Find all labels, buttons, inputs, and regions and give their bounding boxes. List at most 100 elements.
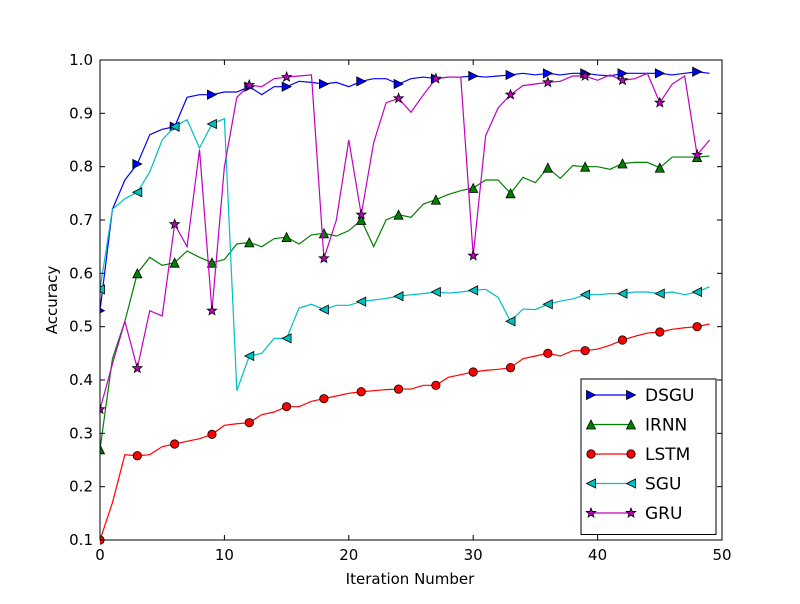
data-point-gru-30 <box>467 249 480 261</box>
y-tick-label-0.6: 0.6 <box>69 264 93 282</box>
data-point-dsgu-3 <box>132 158 143 170</box>
data-point-lstm-42 <box>617 335 628 345</box>
data-point-sgu-27 <box>430 286 441 298</box>
legend-label-sgu: SGU <box>645 475 681 495</box>
data-point-gru-33 <box>504 88 517 100</box>
axes: 0 10 20 30 40 50 0.1 0.2 0.3 0.4 0.5 0.6 0.7 0.8 0.9 1.… <box>69 51 731 564</box>
data-point-sgu-36 <box>542 299 553 310</box>
x-tick-label-20: 20 <box>339 546 358 564</box>
axes-frame <box>99 59 723 541</box>
data-point-gru-0 <box>100 403 106 415</box>
data-point-lstm-33 <box>505 363 516 373</box>
data-point-irnn-9 <box>206 257 218 268</box>
data-point-sgu-0 <box>100 284 105 295</box>
data-point-dsgu-30 <box>468 70 479 82</box>
data-point-sgu-15 <box>281 333 292 344</box>
data-point-dsgu-18 <box>319 78 330 90</box>
data-point-dsgu-9 <box>207 89 218 100</box>
data-point-gru-9 <box>206 304 218 316</box>
series-line-gru <box>100 72 711 410</box>
data-point-gru-27 <box>430 72 442 84</box>
data-point-sgu-21 <box>355 296 367 307</box>
legend-marker-sgu-end <box>625 478 636 489</box>
data-point-sgu-45 <box>654 288 665 299</box>
data-point-lstm-36 <box>543 348 553 358</box>
data-point-irnn-45 <box>654 162 665 173</box>
data-point-sgu-24 <box>393 291 404 302</box>
data-point-dsgu-45 <box>654 68 666 79</box>
data-point-gru-18 <box>318 252 330 264</box>
data-point-gru-39 <box>579 69 592 81</box>
data-point-sgu-9 <box>206 118 217 130</box>
data-point-dsgu-36 <box>542 68 554 79</box>
data-point-irnn-3 <box>132 267 143 279</box>
plot-area <box>100 66 711 545</box>
data-point-sgu-30 <box>467 285 479 296</box>
data-point-irnn-15 <box>281 231 292 242</box>
legend-label-lstm: LSTM <box>645 445 690 465</box>
data-point-sgu-18 <box>318 304 329 315</box>
data-point-sgu-42 <box>617 288 628 299</box>
data-point-gru-45 <box>653 96 666 108</box>
data-point-lstm-18 <box>319 394 329 404</box>
data-point-sgu-12 <box>243 350 255 362</box>
data-point-sgu-3 <box>131 187 143 198</box>
data-point-gru-24 <box>392 92 405 104</box>
data-point-irnn-33 <box>505 187 516 199</box>
x-tick-label-30: 30 <box>464 546 483 564</box>
series-line-irnn <box>100 155 710 450</box>
data-point-irnn-0 <box>100 443 106 455</box>
data-point-gru-6 <box>168 218 181 230</box>
y-tick-label-0.9: 0.9 <box>69 104 93 122</box>
data-point-irnn-30 <box>468 182 479 193</box>
y-tick-label-0.2: 0.2 <box>69 478 93 496</box>
y-tick-label-0.4: 0.4 <box>69 371 93 389</box>
data-point-lstm-21 <box>356 387 366 397</box>
y-axis-label: Accuracy <box>43 266 61 335</box>
legend-marker-irnn-start <box>585 419 597 430</box>
legend-label-irnn: IRNN <box>645 416 687 436</box>
data-point-gru-3 <box>131 362 144 374</box>
data-point-irnn-36 <box>542 162 553 173</box>
data-point-lstm-45 <box>655 327 665 337</box>
x-axis-label: Iteration Number <box>346 570 475 588</box>
data-point-lstm-9 <box>207 429 217 439</box>
data-point-dsgu-24 <box>393 78 404 90</box>
y-tick-label-0.5: 0.5 <box>69 318 93 336</box>
legend-marker-dsgu-end <box>626 389 637 401</box>
data-point-gru-21 <box>355 208 368 220</box>
series-line-lstm <box>100 323 710 541</box>
data-point-sgu-6 <box>169 121 180 132</box>
data-point-dsgu-0 <box>100 307 106 314</box>
legend-label-dsgu: DSGU <box>645 386 695 406</box>
data-point-lstm-27 <box>431 380 441 390</box>
data-point-lstm-24 <box>393 384 404 394</box>
x-tick-label-40: 40 <box>588 546 607 564</box>
data-point-lstm-3 <box>132 451 142 461</box>
data-point-dsgu-15 <box>281 81 292 92</box>
data-point-lstm-6 <box>170 439 180 449</box>
legend-marker-sgu-start <box>585 478 596 489</box>
data-point-lstm-39 <box>580 346 590 356</box>
y-tick-label-0.8: 0.8 <box>69 158 93 176</box>
legend-marker-gru-start <box>585 506 597 518</box>
legend: DSGU IRNN LSTM SGU GRU <box>580 378 717 535</box>
data-point-sgu-39 <box>579 289 591 300</box>
y-tick-label-0.1: 0.1 <box>69 531 93 549</box>
data-point-sgu-33 <box>505 316 516 327</box>
data-point-dsgu-21 <box>356 76 367 87</box>
y-tick-label-0.3: 0.3 <box>69 424 93 442</box>
data-point-gru-15 <box>280 70 293 83</box>
data-point-dsgu-33 <box>505 69 516 81</box>
legend-marker-lstm-start <box>586 449 596 459</box>
data-point-lstm-15 <box>281 402 292 412</box>
data-point-irnn-39 <box>580 161 591 172</box>
legend-marker-lstm-end <box>626 449 636 459</box>
data-point-lstm-12 <box>244 418 254 428</box>
data-point-irnn-12 <box>244 237 255 248</box>
data-point-gru-42 <box>616 74 629 86</box>
data-point-irnn-6 <box>169 257 180 268</box>
series-line-sgu <box>100 117 710 391</box>
